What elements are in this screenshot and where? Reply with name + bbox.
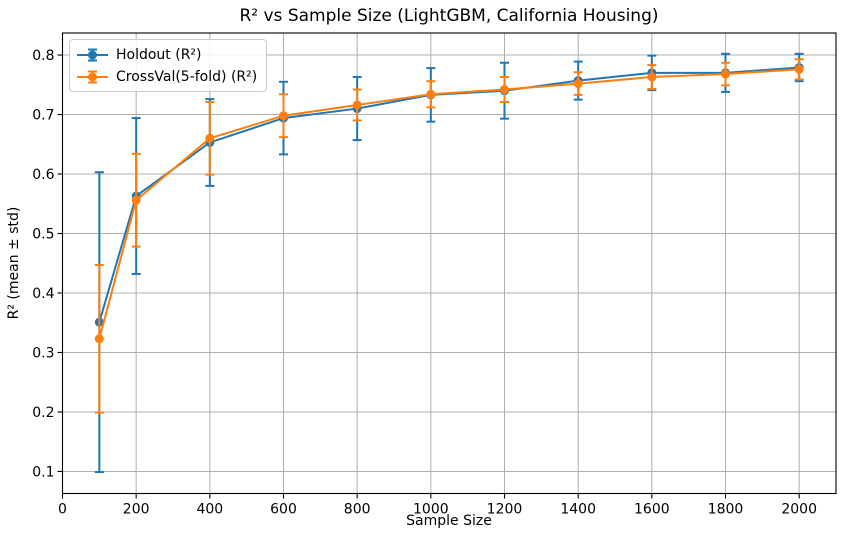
x-axis-label: Sample Size — [406, 513, 492, 529]
data-point-marker — [647, 72, 657, 82]
x-tick-label: 200 — [123, 502, 150, 518]
y-tick-label: 0.4 — [32, 286, 54, 302]
y-tick-label: 0.5 — [32, 227, 54, 243]
legend-marker-dot — [88, 50, 97, 59]
legend-label: CrossVal(5-fold) (R²) — [116, 68, 258, 85]
legend-marker-glyph — [77, 48, 108, 61]
series-crossval — [94, 58, 804, 414]
legend-marker-dot — [88, 72, 97, 81]
x-tick-label: 1400 — [560, 502, 596, 518]
legend: Holdout (R²) CrossVal(5-fold) (R²) — [69, 39, 268, 92]
data-point-marker — [352, 100, 362, 110]
legend-entry-holdout: Holdout (R²) — [76, 44, 257, 65]
y-tick-label: 0.7 — [32, 108, 54, 124]
plot-border — [61, 32, 837, 495]
y-tick-label: 0.1 — [32, 464, 54, 480]
x-tick-label: 400 — [196, 502, 223, 518]
y-tick-label: 0.8 — [32, 48, 54, 64]
y-axis-label: R² (mean ± std) — [6, 206, 22, 320]
legend-entry-crossval: CrossVal(5-fold) (R²) — [76, 66, 257, 87]
data-point-marker — [131, 195, 141, 205]
data-point-marker — [205, 133, 215, 143]
legend-marker-glyph — [77, 70, 108, 83]
x-tick-label: 1000 — [413, 502, 449, 518]
data-point-marker — [721, 69, 730, 79]
data-point-marker — [573, 79, 583, 89]
data-point-marker — [279, 111, 288, 121]
data-point-marker — [500, 85, 509, 95]
series-line-crossval — [98, 68, 800, 340]
series-line-holdout — [98, 66, 800, 323]
y-tick-label: 0.6 — [32, 167, 54, 183]
series-holdout — [94, 52, 804, 474]
legend-errorbar-marker-icon — [77, 70, 108, 83]
x-tick-label: 0 — [58, 502, 67, 518]
x-tick-label: 1600 — [634, 502, 670, 518]
x-tick-label: 600 — [270, 502, 297, 518]
x-tick-label: 1800 — [708, 502, 744, 518]
y-tick-label: 0.2 — [32, 405, 54, 421]
x-tick-label: 1200 — [487, 502, 523, 518]
chart-title: R² vs Sample Size (LightGBM, California … — [239, 6, 659, 26]
data-point-marker — [794, 64, 804, 74]
x-tick-label: 800 — [344, 502, 371, 518]
legend-label: Holdout (R²) — [116, 46, 202, 63]
legend-errorbar-marker-icon — [77, 48, 108, 61]
grid — [62, 33, 836, 494]
data-point-marker — [426, 89, 436, 99]
y-tick-label: 0.3 — [32, 345, 54, 361]
x-tick-label: 2000 — [781, 502, 817, 518]
ticks — [57, 54, 800, 499]
data-point-marker — [94, 334, 104, 344]
